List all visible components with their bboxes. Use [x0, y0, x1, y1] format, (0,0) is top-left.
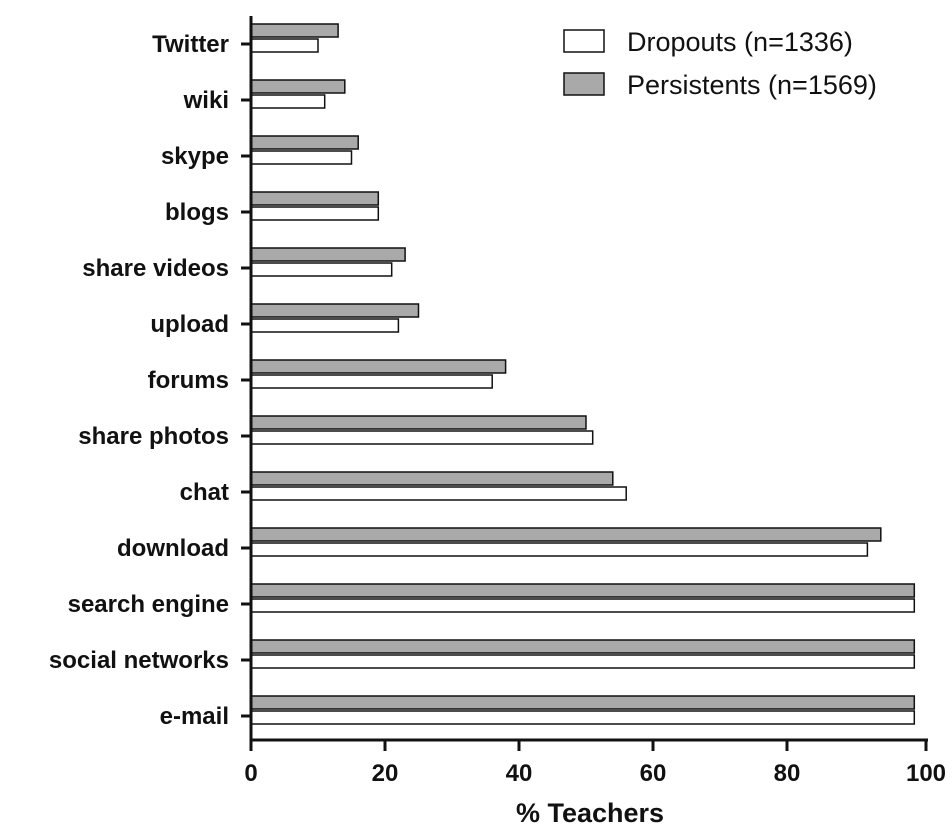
category-label-twitter: Twitter	[152, 31, 229, 58]
category-labels: Twitter wiki skype blogs share videos upload f…	[49, 31, 229, 730]
bar-persistents-blogs	[250, 191, 380, 206]
x-tick-label-40: 40	[506, 760, 533, 787]
category-label-blogs: blogs	[165, 199, 229, 226]
bar-dropouts-twitter	[250, 38, 319, 53]
x-tick-label-60: 60	[640, 760, 667, 787]
legend-label-persistents: Persistents (n=1569)	[627, 70, 877, 100]
bar-persistents-upload	[250, 303, 420, 318]
x-tick-label-100: 100	[906, 760, 946, 787]
bar-dropouts-search-engine	[250, 598, 916, 613]
category-label-upload: upload	[150, 311, 229, 338]
bar-persistents-skype	[250, 135, 359, 150]
legend-label-dropouts: Dropouts (n=1336)	[627, 27, 853, 57]
bar-persistents-twitter	[250, 23, 339, 38]
bar-persistents-download	[250, 527, 882, 542]
category-label-skype: skype	[161, 143, 229, 170]
category-label-forums: forums	[148, 367, 229, 394]
bar-dropouts-download	[250, 542, 869, 557]
bar-dropouts-share-videos	[250, 262, 393, 277]
bar-dropouts-share-photos	[250, 430, 594, 445]
bar-dropouts-e-mail	[250, 710, 916, 725]
bar-persistents-forums	[250, 359, 507, 374]
bar-persistents-wiki	[250, 79, 346, 94]
legend-swatch-persistents	[563, 72, 605, 96]
bar-dropouts-forums	[250, 374, 493, 389]
category-label-share-photos: share photos	[78, 423, 229, 450]
bar-dropouts-blogs	[250, 206, 380, 221]
category-label-share-videos: share videos	[82, 255, 229, 282]
bar-persistents-share-videos	[250, 247, 406, 262]
bars-group	[250, 23, 916, 725]
category-label-wiki: wiki	[183, 87, 229, 114]
category-label-chat: chat	[180, 479, 229, 506]
legend-swatch-dropouts	[563, 29, 605, 53]
bar-dropouts-skype	[250, 150, 353, 165]
x-axis-title: % Teachers	[516, 798, 664, 827]
x-tick-label-0: 0	[244, 760, 257, 787]
category-label-download: download	[117, 535, 229, 562]
x-tick-label-80: 80	[774, 760, 801, 787]
bar-dropouts-chat	[250, 486, 627, 501]
bar-dropouts-wiki	[250, 94, 326, 109]
bar-persistents-social-networks	[250, 639, 916, 654]
legend: Dropouts (n=1336) Persistents (n=1569)	[563, 27, 877, 100]
x-axis-ticks: 0 20 40 60 80 100	[244, 740, 946, 787]
bar-persistents-chat	[250, 471, 614, 486]
bar-persistents-e-mail	[250, 695, 916, 710]
y-axis-ticks	[241, 42, 251, 718]
bar-persistents-share-photos	[250, 415, 587, 430]
bar-dropouts-social-networks	[250, 654, 916, 669]
x-tick-label-20: 20	[372, 760, 399, 787]
bar-dropouts-upload	[250, 318, 400, 333]
category-label-search-engine: search engine	[68, 591, 229, 618]
category-label-e-mail: e-mail	[160, 703, 229, 730]
bar-persistents-search-engine	[250, 583, 916, 598]
category-label-social-networks: social networks	[49, 647, 229, 674]
